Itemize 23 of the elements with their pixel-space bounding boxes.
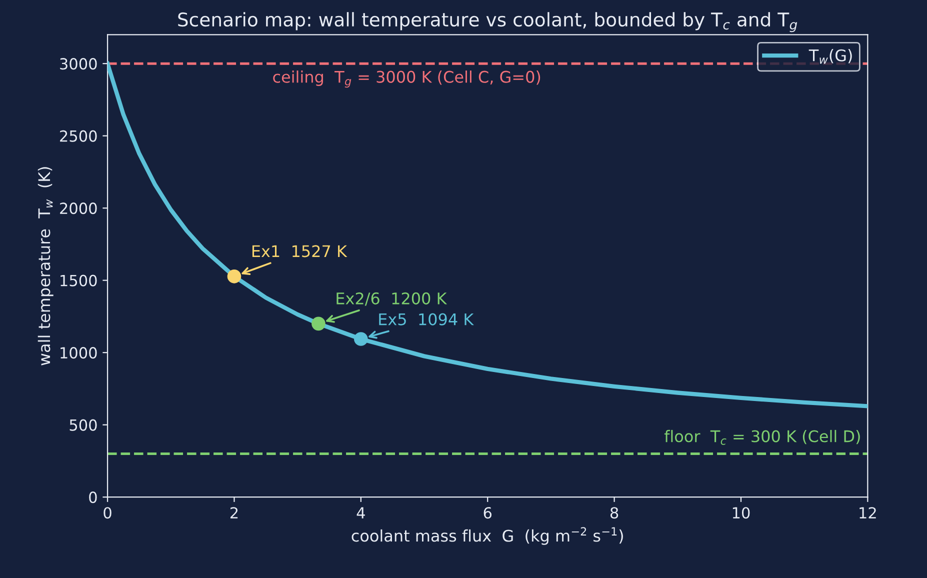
legend-label: T$_{w}$(G) [808,49,852,64]
y-tick-label: 0 [89,492,97,504]
annotation: Ex2/6 1200 K [336,292,448,306]
x-tick-label: 6 [484,507,492,519]
y-tick-label: 2000 [60,202,97,214]
y-tick-label: 1500 [60,274,97,286]
y-tick-label: 3000 [60,58,97,70]
x-tick-label: 8 [610,507,618,519]
annotation: Ex1 1527 K [252,245,348,258]
y-tick-label: 1000 [60,347,97,359]
ref-line-label: floor T$_{c}$ = 300 K (Cell D) [664,430,860,445]
y-axis-title: wall temperature T$_{w}$ (K) [38,167,54,366]
chart-title: Scenario map: wall temperature vs coolant, bounded by T$_{c}$ and T$_{g}$ [178,12,798,32]
y-tick-label: 2500 [60,130,97,142]
x-tick-label: 4 [356,507,365,518]
x-tick-label: 0 [104,507,112,519]
x-tick-label: 12 [860,507,876,518]
x-axis-title: coolant mass flux G (kg m$^{−2}$ s$^{−1}$) [352,527,623,545]
annotation: Ex5 1094 K [379,313,474,326]
x-tick-label: 2 [230,507,238,518]
ref-line-label: ceiling T$_{g}$ = 3000 K (Cell C, G=0) [273,70,540,88]
y-tick-label: 500 [70,419,97,431]
x-tick-label: 10 [732,507,750,519]
